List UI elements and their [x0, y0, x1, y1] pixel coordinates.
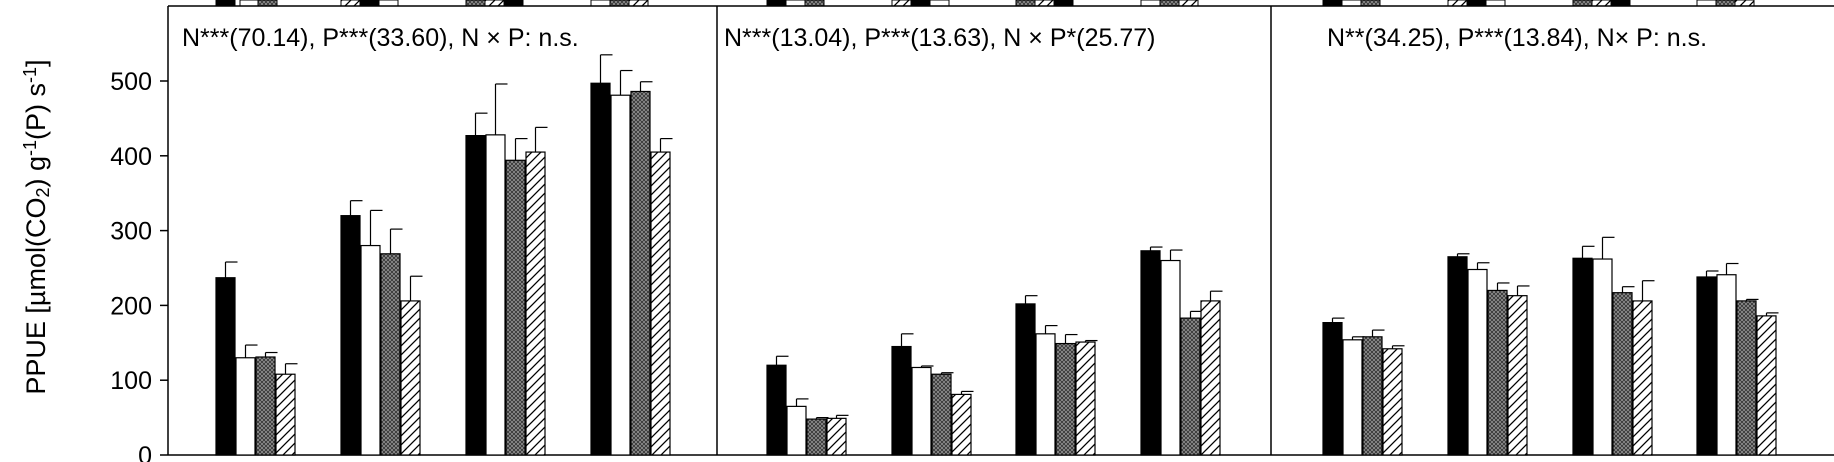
- partial-bar: [1053, 0, 1074, 7]
- bar: [1382, 348, 1403, 456]
- significance-annotation: N**(34.25), P***(13.84), N× P: n.s.: [1327, 24, 1707, 52]
- bar: [650, 151, 671, 456]
- partial-bar: [1360, 0, 1381, 7]
- partial-bar: [1485, 0, 1506, 7]
- partial-bar: [1341, 0, 1362, 7]
- partial-bar: [628, 0, 649, 7]
- partial-bar: [359, 0, 380, 7]
- partial-bar: [1572, 0, 1593, 7]
- y-tick-label: 100: [110, 367, 152, 395]
- partial-bar: [484, 0, 505, 7]
- partial-bar: [590, 0, 611, 7]
- bar: [590, 82, 611, 456]
- partial-bar: [766, 0, 787, 7]
- bar: [1467, 268, 1488, 456]
- bar: [380, 253, 401, 456]
- bar: [340, 215, 361, 456]
- bar: [1180, 317, 1201, 456]
- partial-bar: [1447, 0, 1468, 7]
- partial-bar: [378, 0, 399, 7]
- bar: [465, 135, 486, 456]
- partial-bar: [891, 0, 912, 7]
- bar: [1612, 292, 1633, 456]
- bar: [826, 417, 847, 456]
- y-tick-label: 200: [110, 292, 152, 320]
- bar: [215, 277, 236, 456]
- chart-layer: 0 100 200 300 400 500 N***(70.14), P***(33.60)…: [110, 0, 1834, 462]
- bar: [1696, 276, 1717, 456]
- bar: [951, 393, 972, 456]
- bar: [1055, 342, 1076, 456]
- bar: [1035, 333, 1056, 456]
- partial-bar: [340, 0, 361, 7]
- bar: [1572, 257, 1593, 456]
- partial-bar: [1034, 0, 1055, 7]
- bar: [1592, 258, 1613, 456]
- bar: [1716, 274, 1737, 456]
- partial-bar: [1591, 0, 1612, 7]
- bar: [911, 366, 932, 456]
- partial-bar: [785, 0, 806, 7]
- bar: [1756, 315, 1777, 456]
- bar: [1487, 289, 1508, 456]
- bar: [505, 159, 526, 456]
- bar: [1632, 300, 1653, 456]
- bar: [766, 364, 787, 456]
- bar: [630, 90, 651, 456]
- partial-bar: [239, 0, 260, 7]
- y-tick-label: 300: [110, 218, 152, 246]
- partial-bar: [257, 0, 278, 7]
- partial-bar: [1140, 0, 1161, 7]
- bar: [1140, 250, 1161, 456]
- bar: [1507, 295, 1528, 456]
- partial-bar: [1696, 0, 1717, 7]
- bar: [1362, 336, 1383, 456]
- bar: [360, 244, 381, 456]
- bar: [931, 373, 952, 456]
- partial-bar: [465, 0, 486, 7]
- bar: [1200, 300, 1221, 456]
- bar: [1160, 259, 1181, 456]
- bar: [235, 357, 256, 456]
- partial-bar: [1466, 0, 1487, 7]
- bar: [485, 134, 506, 456]
- bar: [275, 373, 296, 456]
- bar: [786, 405, 807, 456]
- bar: [525, 151, 546, 456]
- partial-bar: [609, 0, 630, 7]
- partial-bar: [1178, 0, 1199, 7]
- bar: [1075, 341, 1096, 456]
- bar: [806, 418, 827, 456]
- partial-bar: [804, 0, 825, 7]
- partial-bar: [929, 0, 950, 7]
- partial-bar: [1734, 0, 1755, 7]
- partial-bar: [503, 0, 524, 7]
- bar: [610, 94, 631, 456]
- bar: [1322, 322, 1343, 456]
- partial-bar: [1159, 0, 1180, 7]
- partial-bar: [910, 0, 931, 7]
- bar: [1447, 256, 1468, 456]
- significance-annotation: N***(70.14), P***(33.60), N × P: n.s.: [182, 24, 579, 52]
- significance-annotation: N***(13.04), P***(13.63), N × P*(25.77): [724, 24, 1155, 52]
- partial-bar: [1015, 0, 1036, 7]
- y-tick-label: 400: [110, 143, 152, 171]
- y-tick-label: 0: [138, 442, 152, 462]
- y-tick-label: 500: [110, 68, 152, 96]
- partial-bar: [1610, 0, 1631, 7]
- bar: [255, 356, 276, 456]
- partial-bar: [215, 0, 236, 7]
- partial-bar: [1322, 0, 1343, 7]
- partial-bar: [1715, 0, 1736, 7]
- bar: [1342, 339, 1363, 456]
- bar: [400, 300, 421, 456]
- bar: [1015, 303, 1036, 456]
- bar: [891, 345, 912, 456]
- bar: [1736, 300, 1757, 456]
